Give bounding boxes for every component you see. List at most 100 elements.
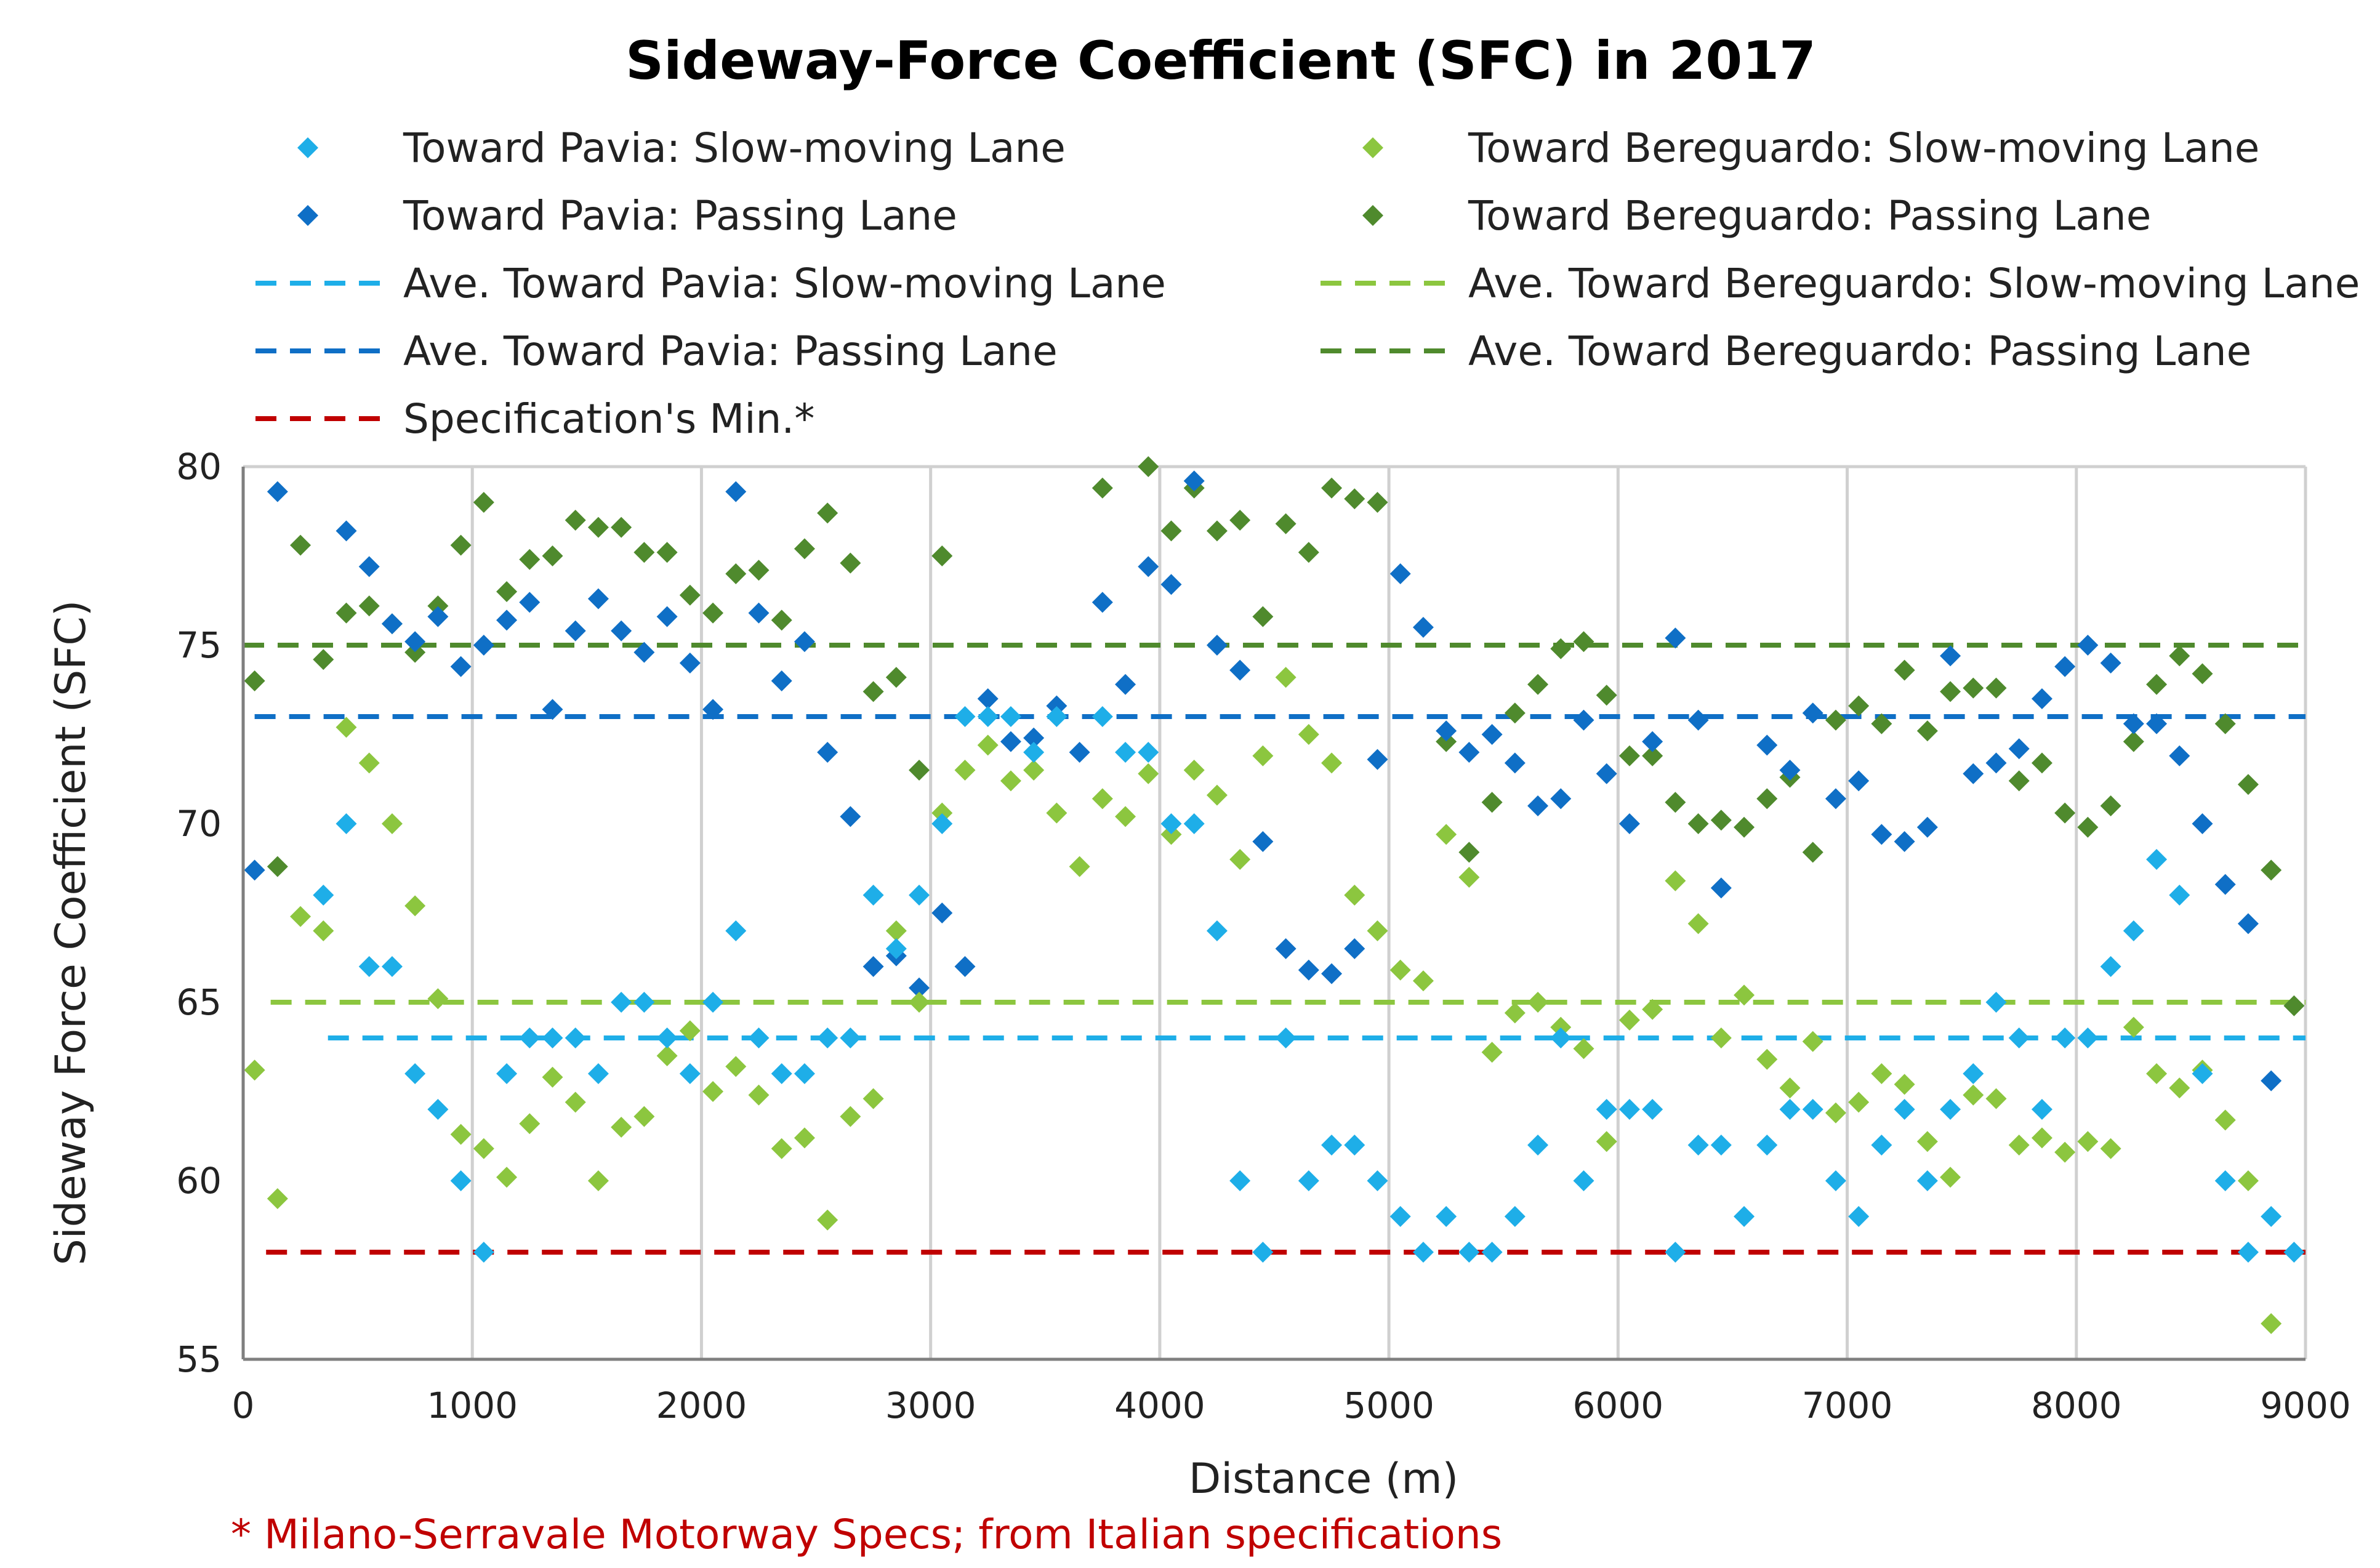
data-point <box>1756 788 1778 810</box>
data-point <box>1596 1131 1617 1152</box>
data-point <box>519 549 541 570</box>
data-point <box>1573 631 1594 653</box>
data-point <box>2146 673 2168 695</box>
legend: Toward Pavia: Slow-moving Lane Toward Ber… <box>255 124 2360 443</box>
x-tick-label: 5000 <box>1343 1385 1434 1426</box>
data-point <box>1596 685 1617 706</box>
data-point <box>2008 1135 2030 1156</box>
data-point <box>1940 681 1961 702</box>
data-point <box>1527 992 1549 1013</box>
data-point <box>862 885 884 906</box>
data-point <box>1321 963 1343 984</box>
data-point <box>1985 1088 2007 1109</box>
legend-marker <box>1362 205 1383 226</box>
legend-label: Ave. Toward Bereguardo: Passing Lane <box>1468 328 2251 375</box>
data-point <box>931 545 953 566</box>
x-tick-label: 6000 <box>1573 1385 1664 1426</box>
data-point <box>748 560 770 581</box>
data-point <box>1275 938 1297 959</box>
data-point <box>473 1242 494 1263</box>
data-point <box>885 667 907 688</box>
data-point <box>1871 713 1892 734</box>
x-tick-label: 0 <box>232 1385 255 1426</box>
legend-label: Specification's Min.* <box>403 395 814 443</box>
data-point <box>587 588 609 609</box>
data-point <box>1252 745 1274 766</box>
data-point <box>954 760 976 781</box>
data-point <box>1963 763 1984 784</box>
data-point <box>1596 763 1617 784</box>
data-point <box>1504 752 1526 774</box>
data-point <box>679 653 701 673</box>
data-point <box>1940 1099 1961 1120</box>
data-point <box>1573 709 1594 731</box>
data-point <box>2261 1206 2282 1227</box>
data-point <box>1848 1092 1870 1113</box>
y-tick-label: 70 <box>176 803 222 845</box>
legend-label: Toward Pavia: Passing Lane <box>403 192 957 239</box>
data-point <box>1734 1206 1755 1227</box>
data-point <box>2008 770 2030 792</box>
data-point <box>1665 870 1686 891</box>
data-point <box>1573 1038 1594 1059</box>
x-tick-label: 7000 <box>1802 1385 1893 1426</box>
data-point <box>2031 1099 2052 1120</box>
data-point <box>267 1188 288 1209</box>
data-point <box>358 556 380 577</box>
footnote: * Milano-Serravale Motorway Specs; from … <box>231 1511 1502 1558</box>
data-point <box>1734 984 1755 1006</box>
data-point <box>2008 1027 2030 1048</box>
data-point <box>1916 816 1938 838</box>
data-point <box>1985 677 2007 699</box>
data-point <box>587 1063 609 1084</box>
data-point <box>1481 792 1503 813</box>
y-tick-label: 65 <box>176 981 222 1023</box>
data-point <box>1206 520 1228 542</box>
data-point <box>1550 1027 1572 1048</box>
data-point <box>2054 1027 2076 1048</box>
data-point <box>840 806 861 827</box>
data-point <box>1963 1063 1984 1084</box>
data-point <box>1916 1131 1938 1152</box>
data-point <box>1298 724 1319 745</box>
data-point <box>2214 874 2236 895</box>
data-point <box>2077 816 2099 838</box>
y-tick-label: 55 <box>176 1338 222 1380</box>
data-point <box>1618 813 1640 834</box>
data-point <box>633 641 655 663</box>
data-point <box>1985 992 2007 1013</box>
data-point <box>1894 659 1915 681</box>
data-point <box>1000 770 1021 792</box>
y-tick-labels: 55 60 65 70 75 80 <box>176 446 222 1380</box>
data-point <box>2261 859 2282 881</box>
data-point <box>1618 1010 1640 1031</box>
data-point <box>2261 1313 2282 1334</box>
data-point <box>2283 1242 2305 1263</box>
data-point <box>267 481 288 502</box>
data-point <box>1802 1031 1823 1052</box>
data-point <box>909 977 930 999</box>
data-point <box>1550 1016 1572 1038</box>
data-point <box>840 1106 861 1127</box>
data-point <box>1802 842 1823 863</box>
data-point <box>1183 813 1205 834</box>
data-point <box>794 1127 815 1149</box>
data-point <box>1710 1135 1732 1156</box>
data-point <box>358 956 380 977</box>
data-point <box>496 581 518 602</box>
data-point <box>840 552 861 574</box>
data-point <box>2054 656 2076 677</box>
data-point <box>1206 784 1228 806</box>
data-point <box>977 734 999 756</box>
legend-label: Toward Pavia: Slow-moving Lane <box>403 124 1066 172</box>
data-point <box>2146 849 2168 870</box>
data-point <box>519 1113 541 1135</box>
data-points <box>244 456 2305 1334</box>
data-point <box>794 631 815 653</box>
data-point <box>1046 706 1067 727</box>
data-point <box>1389 563 1411 584</box>
legend-marker <box>297 137 318 158</box>
data-point <box>1687 813 1709 834</box>
data-point <box>2077 1131 2099 1152</box>
data-point <box>1115 742 1136 763</box>
